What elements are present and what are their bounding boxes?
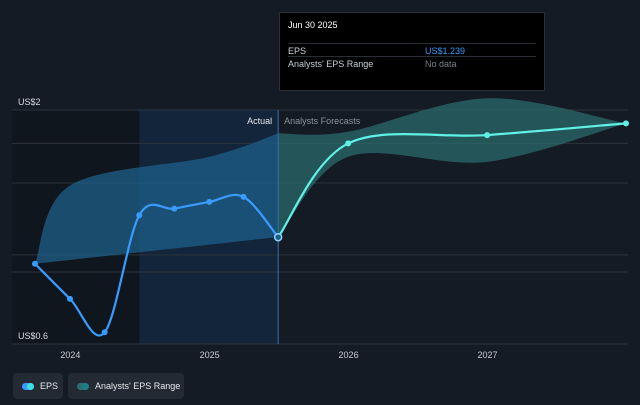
eps-point: [273, 232, 283, 242]
eps-range-band-forecast: [278, 98, 626, 238]
legend-eps-range-label: Analysts' EPS Range: [95, 381, 181, 391]
y-axis-bottom-label: US$0.6: [18, 331, 48, 341]
legend-item-eps[interactable]: EPS: [13, 373, 63, 399]
eps-line-forecast: [277, 122, 627, 238]
eps-point: [206, 198, 213, 205]
x-tick-label: 2027: [477, 350, 497, 360]
eps-point: [623, 120, 629, 127]
y-axis-top-label: US$2: [18, 97, 41, 107]
legend-eps-label: EPS: [40, 381, 59, 391]
eps-point: [484, 132, 491, 139]
eps-point: [171, 205, 178, 212]
eps-range-band-actual: [35, 133, 279, 264]
x-tick-label: 2025: [200, 350, 220, 360]
tooltip: Jun 30 2025 EPS US$1.239 Analysts' EPS R…: [279, 12, 545, 91]
forecasts-label: Analysts Forecasts: [284, 116, 361, 126]
actual-label: Actual: [247, 116, 272, 126]
eps-point: [240, 193, 247, 200]
tooltip-range-value: No data: [425, 59, 457, 69]
legend-item-eps-range[interactable]: Analysts' EPS Range: [68, 373, 184, 399]
tooltip-row-range: Analysts' EPS Range No data: [288, 56, 536, 70]
eps-swatch-icon: [22, 383, 34, 390]
tooltip-eps-label: EPS: [288, 46, 307, 56]
eps-point: [136, 212, 143, 219]
eps-line-actual: [34, 193, 280, 337]
x-tick-label: 2026: [339, 350, 359, 360]
eps-range-swatch-icon: [77, 383, 89, 390]
tooltip-row-eps: EPS US$1.239: [288, 43, 536, 57]
eps-point: [345, 140, 352, 147]
tooltip-eps-value: US$1.239: [425, 46, 466, 56]
tooltip-date: Jun 30 2025: [288, 20, 338, 30]
eps-point: [101, 329, 108, 336]
tooltip-range-label: Analysts' EPS Range: [288, 59, 374, 69]
eps-point: [67, 295, 74, 302]
eps-point: [32, 260, 38, 267]
x-tick-label: 2024: [60, 350, 80, 360]
